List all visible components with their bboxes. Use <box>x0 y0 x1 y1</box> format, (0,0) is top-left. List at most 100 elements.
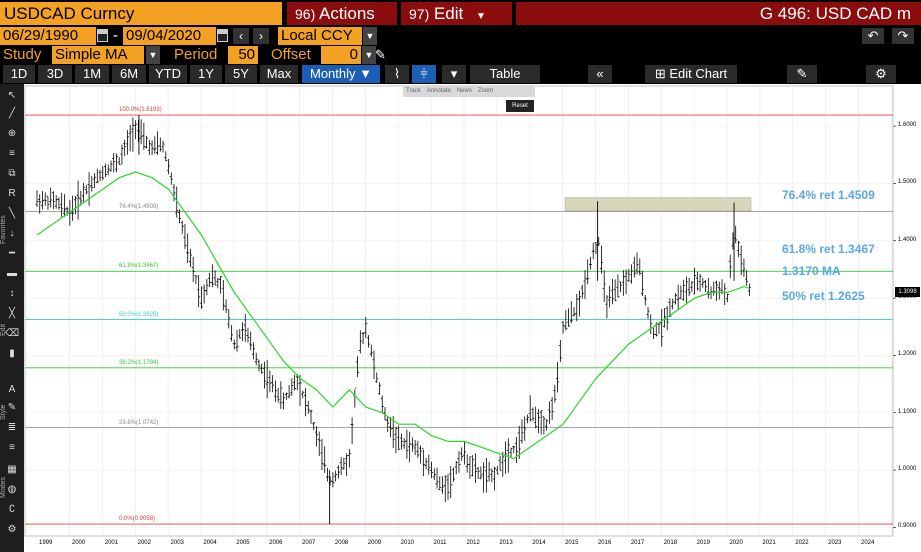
study-select[interactable]: Simple MA <box>52 46 144 64</box>
ruler-icon[interactable]: ⧉ <box>8 168 16 179</box>
fib-level-label: 100.0%(1.6193) <box>119 107 162 114</box>
magnify-icon[interactable]: ⊕ <box>7 128 17 139</box>
x-tick-label: 2011 <box>433 540 447 546</box>
offset-input[interactable]: 0 <box>321 46 361 64</box>
range-ytd[interactable]: YTD <box>149 65 187 83</box>
range-6m[interactable]: 6M <box>112 65 146 83</box>
favorites-section-label: Favorites <box>0 215 7 244</box>
line-chart-icon[interactable]: ⌇ <box>385 65 409 83</box>
x-tick-label: 2008 <box>334 540 349 546</box>
next-arrow-icon[interactable]: › <box>253 28 269 44</box>
track-mode[interactable]: Track <box>406 88 421 94</box>
edit-section-label: Edit <box>0 323 7 336</box>
cross-icon[interactable]: ╳ <box>8 308 16 319</box>
prev-arrow-icon[interactable]: ‹ <box>233 28 249 44</box>
edit-label: Edit <box>433 4 464 23</box>
collapse-icon[interactable]: « <box>588 65 612 83</box>
chevron-down-icon[interactable]: ▾ <box>442 65 466 83</box>
stroke-icon[interactable]: ≡ <box>9 442 15 453</box>
range-5y[interactable]: 5Y <box>225 65 257 83</box>
actions-menu[interactable]: 96) Actions ▼ <box>287 2 397 46</box>
eraser-icon[interactable]: ⌫ <box>5 328 20 339</box>
start-date-input[interactable]: 06/29/1990 <box>0 27 96 45</box>
style-section-label: Style <box>0 404 7 420</box>
reset-button[interactable]: Reset <box>506 100 534 112</box>
frequency-select[interactable]: Monthly ▼ <box>302 65 380 83</box>
x-tick-label: 2009 <box>367 540 382 546</box>
y-tick-label: 1.2000 <box>898 351 917 358</box>
cursor-icon[interactable]: ↖ <box>7 90 17 101</box>
x-tick-label: 2004 <box>203 540 217 546</box>
chevron-down-icon[interactable]: ▼ <box>363 27 377 45</box>
measure-icon[interactable]: ↕ <box>9 288 15 299</box>
font-icon[interactable]: A <box>8 384 16 395</box>
lines-icon[interactable]: ≣ <box>7 422 17 433</box>
study-bar: Study Simple MA ▼ Period 50 Offset 0 ▼ ✎ <box>0 46 921 65</box>
title-bar: USDCAD Curncy 96) Actions ▼ 97) Edit ▼ G… <box>0 0 921 46</box>
chevron-down-icon[interactable]: ▼ <box>362 46 376 64</box>
annotate-icon[interactable]: ✎ <box>787 65 817 83</box>
pencil-icon[interactable]: ✎ <box>375 47 386 62</box>
moving-average-line <box>36 171 750 460</box>
news-mode[interactable]: News <box>456 88 472 94</box>
price-chart[interactable] <box>0 84 921 552</box>
edit-menu[interactable]: 97) Edit ▼ <box>401 2 512 25</box>
line-tool-icon[interactable]: ╱ <box>8 108 16 119</box>
security-field[interactable]: USDCAD Curncy <box>0 2 282 25</box>
chart-area[interactable]: ↖ ╱ ⊕ ≡ ⧉ R ╲ ↓ ━ ▬ ↕ ╳ ⌫ ▮ A ✎ ≣ ≡ ▦ ◍ … <box>0 84 921 552</box>
edit-pen-icon[interactable]: ✎ <box>7 402 17 413</box>
snap-icon[interactable]: ∁ <box>8 504 16 515</box>
y-tick-label: 1.6000 <box>898 122 917 129</box>
annotate-mode[interactable]: Annotate <box>426 88 451 94</box>
chart-toolbar: 1D 3D 1M 6M YTD 1Y 5Y Max Monthly ▼ ⌇ ⫩ … <box>0 65 921 84</box>
fib-tool-icon[interactable]: ≡ <box>9 148 15 159</box>
bar-chart-icon[interactable]: ⫩ <box>412 65 436 83</box>
x-tick-label: 2015 <box>565 540 579 546</box>
x-tick-label: 2010 <box>400 540 415 546</box>
horizontal-line-icon[interactable]: ━ <box>8 248 16 259</box>
range-max[interactable]: Max <box>260 65 298 83</box>
redo-icon[interactable]: ↷ <box>892 28 914 44</box>
modes-section-label: Modes <box>0 476 7 498</box>
range-1m[interactable]: 1M <box>75 65 109 83</box>
ma-annotation[interactable]: 1.3170 MA <box>782 264 841 278</box>
brush-icon[interactable]: ╲ <box>8 208 16 219</box>
pin-icon[interactable]: ↓ <box>9 228 15 239</box>
range-1y[interactable]: 1Y <box>190 65 222 83</box>
fib-50-annotation[interactable]: 50% ret 1.2625 <box>782 289 865 303</box>
last-price-label: 1.3098 <box>895 287 920 298</box>
currency-select[interactable]: Local CCY <box>278 27 362 45</box>
x-tick-label: 2002 <box>137 540 151 546</box>
period-input[interactable]: 50 <box>228 46 258 64</box>
text-tool-icon[interactable]: R <box>8 188 16 199</box>
fib-level-label: 76.4%(1.4509) <box>119 203 159 210</box>
grid-icon[interactable]: ▦ <box>7 464 17 475</box>
calendar-icon[interactable] <box>217 29 228 42</box>
palette-icon[interactable]: ◍ <box>7 484 17 495</box>
x-tick-label: 2000 <box>71 540 86 546</box>
fib-level-label: 23.6%(1.0742) <box>119 419 159 426</box>
date-separator: - <box>113 27 118 44</box>
range-3d[interactable]: 3D <box>38 65 72 83</box>
fib-618-annotation[interactable]: 61.8% ret 1.3467 <box>782 242 875 256</box>
range-1d[interactable]: 1D <box>3 65 35 83</box>
calendar-icon[interactable] <box>97 29 108 42</box>
fib-764-annotation[interactable]: 76.4% ret 1.4509 <box>782 188 875 202</box>
x-tick-label: 2013 <box>499 540 513 546</box>
edit-chart-button[interactable]: ⊞ Edit Chart <box>645 65 737 83</box>
highlight-zone <box>564 197 752 212</box>
chevron-down-icon: ▼ <box>476 11 486 22</box>
gear-icon[interactable]: ⚙ <box>7 524 17 535</box>
undo-icon[interactable]: ↶ <box>862 28 884 44</box>
table-button[interactable]: Table <box>470 65 540 83</box>
channel-icon[interactable]: ▬ <box>7 268 17 279</box>
trash-icon[interactable]: ▮ <box>9 348 15 359</box>
frequency-label: Monthly <box>309 66 356 81</box>
ticker-title: G 496: USD CAD m <box>516 2 921 25</box>
end-date-input[interactable]: 09/04/2020 <box>123 27 216 45</box>
gear-icon[interactable]: ⚙ <box>866 65 896 83</box>
x-tick-label: 2001 <box>104 540 119 546</box>
zoom-mode[interactable]: Zoom <box>477 88 494 94</box>
fib-level-label: 0.0%(0.9058) <box>119 516 156 523</box>
chevron-down-icon[interactable]: ▼ <box>146 46 160 64</box>
